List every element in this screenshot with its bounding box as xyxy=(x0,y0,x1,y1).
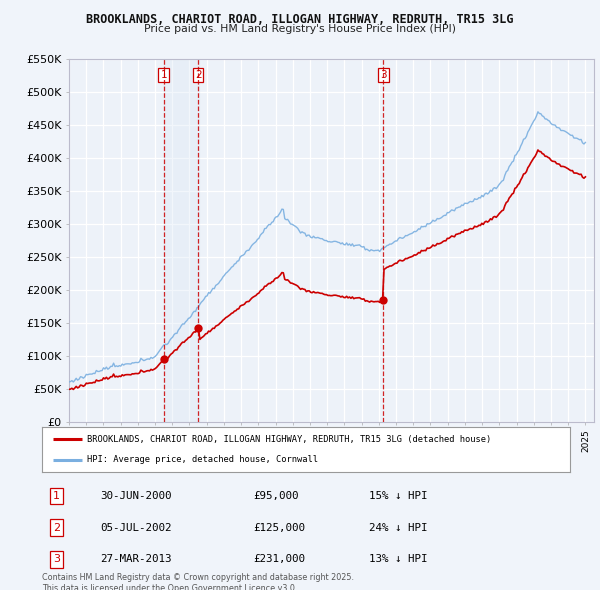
Text: £125,000: £125,000 xyxy=(253,523,305,533)
Text: 3: 3 xyxy=(380,70,386,80)
Text: 13% ↓ HPI: 13% ↓ HPI xyxy=(370,555,428,565)
Text: 27-MAR-2013: 27-MAR-2013 xyxy=(100,555,172,565)
Text: 05-JUL-2002: 05-JUL-2002 xyxy=(100,523,172,533)
Text: Price paid vs. HM Land Registry's House Price Index (HPI): Price paid vs. HM Land Registry's House … xyxy=(144,24,456,34)
Text: 1: 1 xyxy=(160,70,167,80)
Text: 24% ↓ HPI: 24% ↓ HPI xyxy=(370,523,428,533)
Bar xyxy=(164,59,199,422)
Text: 2: 2 xyxy=(53,523,61,533)
Text: 2: 2 xyxy=(195,70,202,80)
Text: 1: 1 xyxy=(53,491,60,501)
Text: BROOKLANDS, CHARIOT ROAD, ILLOGAN HIGHWAY, REDRUTH, TR15 3LG: BROOKLANDS, CHARIOT ROAD, ILLOGAN HIGHWA… xyxy=(86,13,514,26)
Text: £231,000: £231,000 xyxy=(253,555,305,565)
Text: BROOKLANDS, CHARIOT ROAD, ILLOGAN HIGHWAY, REDRUTH, TR15 3LG (detached house): BROOKLANDS, CHARIOT ROAD, ILLOGAN HIGHWA… xyxy=(87,435,491,444)
Text: 30-JUN-2000: 30-JUN-2000 xyxy=(100,491,172,501)
Text: HPI: Average price, detached house, Cornwall: HPI: Average price, detached house, Corn… xyxy=(87,455,318,464)
Text: £95,000: £95,000 xyxy=(253,491,299,501)
Text: 3: 3 xyxy=(53,555,60,565)
Text: 15% ↓ HPI: 15% ↓ HPI xyxy=(370,491,428,501)
Text: Contains HM Land Registry data © Crown copyright and database right 2025.
This d: Contains HM Land Registry data © Crown c… xyxy=(42,573,354,590)
